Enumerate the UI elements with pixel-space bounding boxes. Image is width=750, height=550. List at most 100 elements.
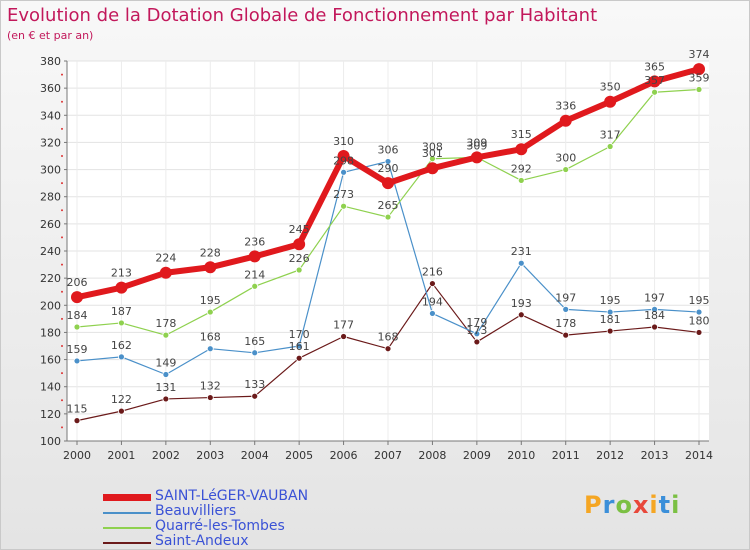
data-point bbox=[251, 282, 259, 290]
data-point bbox=[562, 305, 570, 313]
data-point bbox=[71, 291, 83, 304]
data-label: 161 bbox=[289, 340, 310, 353]
y-tick-label: 200 bbox=[40, 299, 61, 312]
x-tick-label: 2001 bbox=[107, 449, 135, 462]
data-label: 181 bbox=[600, 313, 621, 326]
data-point bbox=[382, 177, 394, 190]
x-tick-label: 2002 bbox=[152, 449, 180, 462]
data-point bbox=[118, 353, 125, 361]
data-label: 187 bbox=[111, 305, 132, 318]
data-label: 315 bbox=[511, 128, 532, 141]
x-tick-label: 2013 bbox=[641, 449, 669, 462]
data-label: 193 bbox=[511, 297, 532, 310]
data-point bbox=[429, 310, 436, 317]
x-tick-label: 2007 bbox=[374, 449, 402, 462]
y-tick-label: 300 bbox=[40, 164, 61, 177]
data-point bbox=[251, 349, 259, 357]
data-label: 178 bbox=[555, 317, 576, 330]
x-tick-label: 2006 bbox=[330, 449, 358, 462]
legend-label: SAINT-LéGER-VAUBAN bbox=[155, 488, 309, 504]
data-label: 179 bbox=[466, 316, 487, 329]
data-point bbox=[73, 357, 81, 365]
data-label: 359 bbox=[689, 72, 710, 85]
data-point bbox=[118, 319, 125, 327]
x-tick-label: 2014 bbox=[685, 449, 713, 462]
data-point bbox=[606, 327, 614, 335]
data-point bbox=[651, 88, 658, 96]
data-point bbox=[429, 155, 436, 163]
legend-label: Quarré-les-Tombes bbox=[155, 518, 285, 534]
y-tick-label: 220 bbox=[40, 272, 61, 285]
data-point bbox=[693, 63, 705, 76]
x-tick-label: 2004 bbox=[241, 449, 269, 462]
data-point bbox=[695, 86, 703, 93]
x-tick-label: 2005 bbox=[285, 449, 313, 462]
y-minor-tick bbox=[61, 236, 63, 239]
data-label: 122 bbox=[111, 393, 132, 406]
logo-letter: o bbox=[615, 491, 633, 519]
data-point bbox=[470, 151, 483, 164]
proxiti-logo: Proxiti bbox=[584, 491, 680, 519]
data-point bbox=[295, 354, 303, 362]
data-label: 245 bbox=[289, 223, 310, 236]
data-point bbox=[695, 308, 703, 316]
data-label: 350 bbox=[600, 81, 621, 94]
logo-letter: x bbox=[632, 491, 650, 519]
data-point bbox=[162, 371, 170, 378]
data-point bbox=[295, 266, 303, 274]
logo-letter: P bbox=[584, 491, 603, 519]
y-minor-tick bbox=[61, 345, 63, 347]
data-label: 310 bbox=[333, 135, 354, 148]
y-tick-label: 340 bbox=[40, 109, 61, 122]
data-label: 115 bbox=[67, 403, 88, 416]
data-point bbox=[206, 394, 214, 401]
data-point bbox=[606, 308, 614, 316]
data-point bbox=[204, 261, 217, 274]
data-label: 132 bbox=[200, 380, 221, 393]
data-label: 309 bbox=[466, 139, 487, 152]
data-point bbox=[426, 162, 439, 175]
data-point bbox=[293, 238, 306, 251]
data-label: 170 bbox=[289, 328, 310, 341]
y-tick-label: 100 bbox=[40, 435, 61, 448]
legend-swatch bbox=[103, 527, 151, 529]
data-point bbox=[73, 417, 81, 425]
data-point bbox=[251, 392, 259, 400]
data-label: 273 bbox=[333, 188, 354, 201]
data-label: 131 bbox=[155, 381, 176, 394]
data-point bbox=[340, 202, 347, 210]
data-label: 149 bbox=[155, 357, 176, 370]
data-label: 300 bbox=[555, 152, 576, 165]
data-label: 309 bbox=[466, 136, 487, 149]
data-point bbox=[517, 177, 525, 184]
data-label: 213 bbox=[111, 267, 132, 280]
data-label: 197 bbox=[644, 291, 665, 304]
x-tick-label: 2010 bbox=[507, 449, 535, 462]
data-label: 226 bbox=[289, 252, 310, 265]
x-tick-label: 2012 bbox=[596, 449, 624, 462]
legend-swatch bbox=[103, 494, 151, 501]
y-minor-tick bbox=[61, 317, 63, 320]
y-minor-tick bbox=[61, 73, 63, 76]
data-label: 168 bbox=[378, 331, 399, 344]
data-point bbox=[515, 143, 528, 156]
data-point bbox=[340, 168, 347, 176]
data-point bbox=[248, 250, 261, 263]
y-tick-label: 240 bbox=[40, 245, 61, 258]
data-point bbox=[473, 330, 481, 338]
data-label: 292 bbox=[511, 162, 532, 175]
data-label: 265 bbox=[378, 199, 399, 212]
data-point bbox=[206, 308, 214, 316]
logo-letter: i bbox=[649, 491, 659, 519]
logo-letter: r bbox=[602, 491, 616, 519]
data-label: 195 bbox=[600, 294, 621, 307]
data-point bbox=[162, 331, 170, 339]
y-minor-tick bbox=[61, 290, 63, 293]
y-tick-label: 260 bbox=[40, 218, 61, 231]
data-point bbox=[517, 311, 525, 319]
data-label: 165 bbox=[244, 335, 265, 348]
data-label: 159 bbox=[67, 343, 88, 356]
data-label: 228 bbox=[200, 246, 221, 259]
y-minor-tick bbox=[61, 127, 63, 130]
